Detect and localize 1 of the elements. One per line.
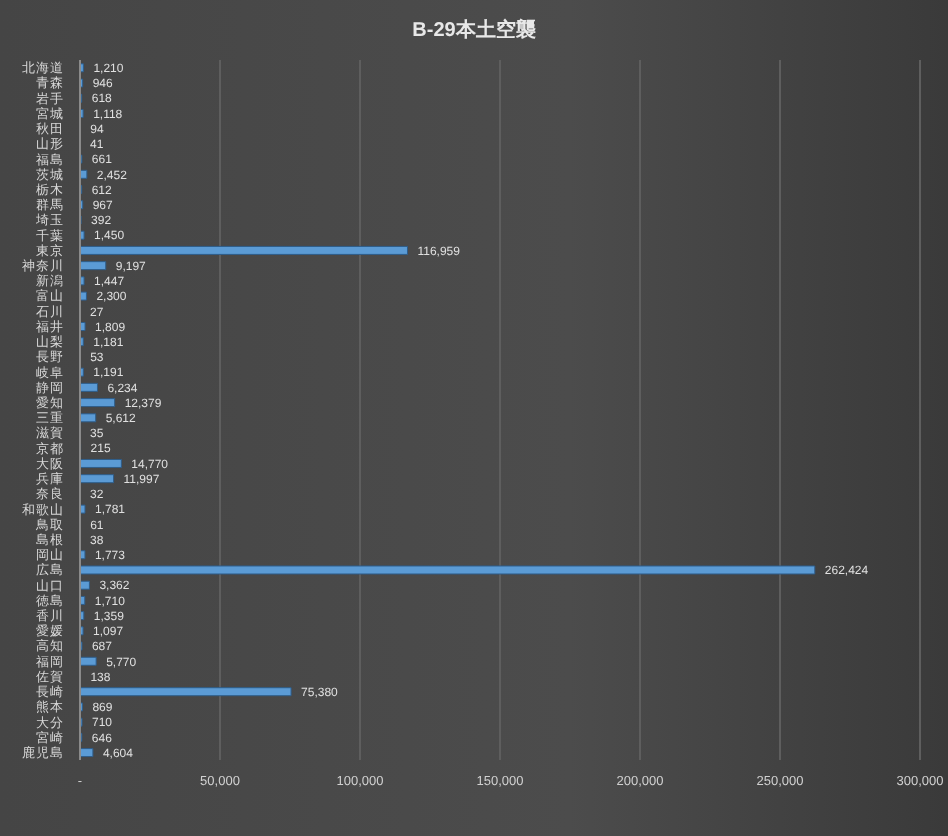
chart-title: B-29本土空襲 bbox=[410, 16, 538, 44]
